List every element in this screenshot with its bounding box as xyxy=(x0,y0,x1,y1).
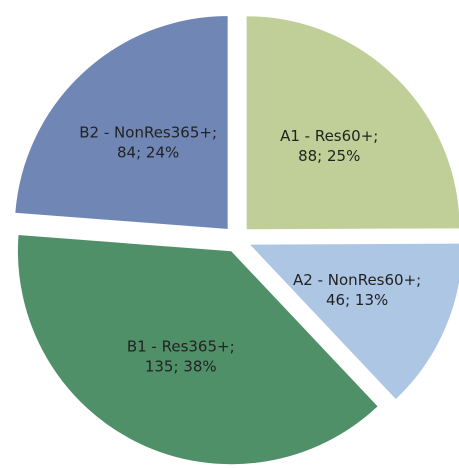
slice-value-label: 46; 13% xyxy=(326,291,388,309)
pie-slice xyxy=(245,15,459,231)
slice-label: A2 - NonRes60+; xyxy=(293,271,421,289)
slice-label: A1 - Res60+; xyxy=(280,127,378,145)
pie-slice xyxy=(16,234,379,466)
pie-slice xyxy=(247,242,459,401)
slice-value-label: 84; 24% xyxy=(117,144,179,162)
slice-label: B1 - Res365+; xyxy=(127,337,235,355)
slice-label: B2 - NonRes365+; xyxy=(79,124,217,142)
slice-value-label: 88; 25% xyxy=(298,147,360,165)
pie-slice xyxy=(14,14,229,231)
slice-value-label: 135; 38% xyxy=(145,357,217,375)
